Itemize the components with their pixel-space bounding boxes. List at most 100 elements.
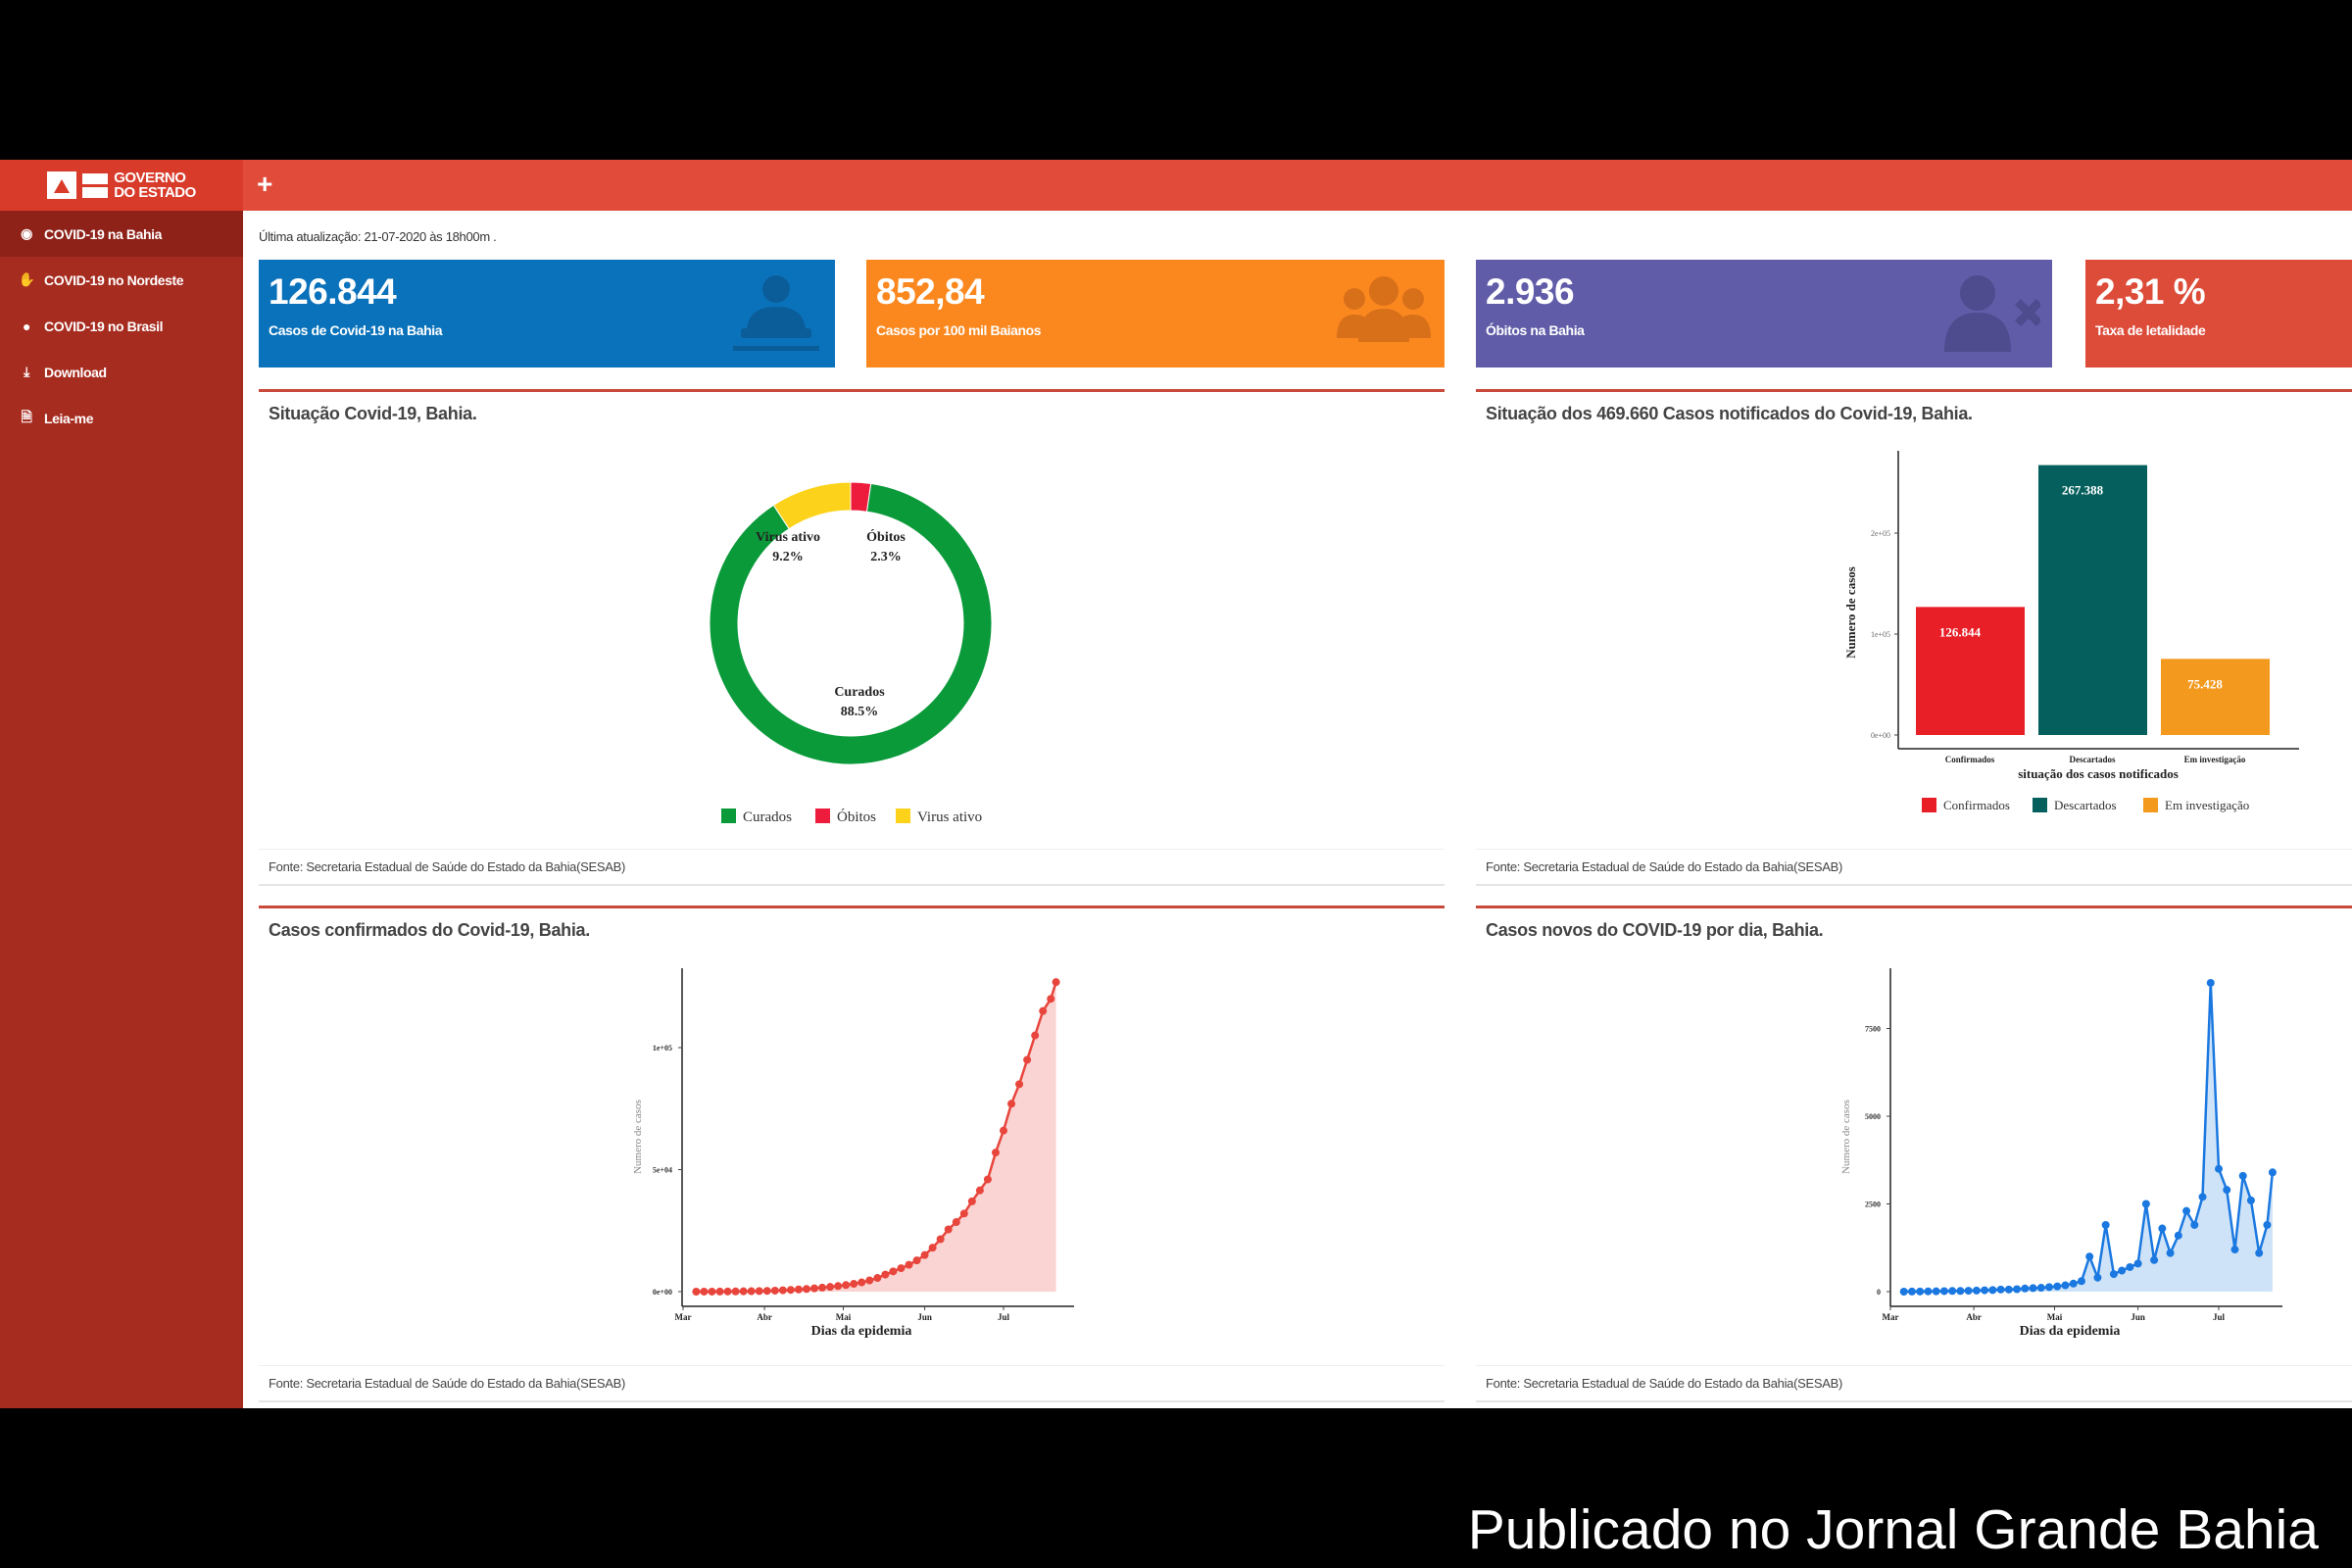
donut-slice-2 — [772, 481, 852, 530]
sidebar-item-leia-me[interactable]: 🗎 Leia-me — [0, 395, 243, 441]
data-point — [1964, 1287, 1973, 1296]
x-tick-label: Em investigação — [2184, 755, 2246, 764]
doctor-icon — [733, 275, 819, 351]
sidebar-item-covid-nordeste[interactable]: ✋ COVID-19 no Nordeste — [0, 257, 243, 303]
data-point — [818, 1283, 827, 1292]
x-tick-label: Abr — [1966, 1312, 1982, 1322]
data-point — [889, 1267, 898, 1276]
logo-emblem-icon — [47, 172, 77, 199]
data-point — [1939, 1287, 1948, 1296]
slice-percent-label: 2.3% — [870, 550, 902, 564]
x-tick-label: Jul — [998, 1312, 1010, 1322]
data-point — [2077, 1277, 2085, 1286]
legend-label: Óbitos — [837, 808, 876, 825]
data-point — [794, 1285, 803, 1294]
top-bar — [243, 160, 2352, 211]
y-tick-label: 7500 — [1865, 1025, 1881, 1034]
data-point — [2053, 1282, 2062, 1291]
data-point — [1956, 1287, 1965, 1296]
logo-line1: GOVERNO — [114, 170, 186, 186]
panel-notificados: Situação dos 469.660 Casos notificados d… — [1476, 389, 2352, 887]
data-point — [2021, 1284, 2030, 1293]
data-point — [1899, 1288, 1908, 1296]
data-point — [1039, 1006, 1048, 1015]
sidebar-toggle-button[interactable]: + — [257, 169, 273, 199]
hand-icon: ✋ — [18, 271, 35, 287]
bar-value-label: 267.388 — [2062, 483, 2104, 498]
data-point — [2101, 1220, 2110, 1229]
sidebar-item-covid-bahia[interactable]: ◉ COVID-19 na Bahia — [0, 211, 243, 257]
y-tick-label: 5000 — [1865, 1112, 1881, 1121]
cases-per-100k-card: 852,84 Casos por 100 mil Baianos — [866, 260, 1445, 368]
x-axis-label: situação dos casos notificados — [2018, 766, 2179, 781]
data-point — [826, 1283, 835, 1292]
sidebar-item-label: Leia-me — [44, 410, 94, 426]
data-point — [700, 1287, 709, 1296]
x-axis-label: Dias da epidemia — [811, 1324, 912, 1339]
x-tick-label: Mar — [1883, 1312, 1899, 1322]
data-point — [1052, 978, 1060, 987]
legend-swatch — [721, 808, 736, 823]
data-point — [967, 1197, 976, 1205]
bar-value-label: 126.844 — [1939, 624, 1982, 639]
data-point — [842, 1281, 851, 1290]
data-point — [2182, 1206, 2191, 1215]
data-point — [755, 1287, 763, 1296]
x-tick-label: Mai — [2047, 1312, 2063, 1322]
data-point — [723, 1287, 732, 1296]
y-tick-label: 1e+05 — [653, 1044, 672, 1053]
y-axis-label: Numero de casos — [632, 1100, 644, 1174]
bar-2 — [2161, 659, 2270, 735]
data-point — [1988, 1286, 1997, 1295]
data-point — [2150, 1255, 2159, 1264]
data-point — [2206, 978, 2215, 987]
data-point — [1000, 1126, 1007, 1135]
data-point — [952, 1218, 960, 1227]
panel-situacao: Situação Covid-19, Bahia. Fonte: Secreta… — [259, 389, 1445, 887]
data-point — [802, 1285, 810, 1294]
data-point — [2004, 1285, 2013, 1294]
data-point — [2174, 1231, 2182, 1240]
data-point — [928, 1244, 937, 1252]
y-tick-label: 0e+00 — [653, 1288, 672, 1297]
slice-name-label: Óbitos — [866, 528, 906, 545]
legend-label: Descartados — [2054, 798, 2117, 812]
data-point — [692, 1287, 701, 1296]
panel-confirmados: Casos confirmados do Covid-19, Bahia. Fo… — [259, 906, 1445, 1403]
logo[interactable]: GOVERNO DO ESTADO — [0, 160, 243, 211]
bar-0 — [1916, 607, 2025, 735]
card-value: 2.936 — [1486, 271, 1575, 312]
panel-novos: Casos novos do COVID-19 por dia, Bahia. … — [1476, 906, 2352, 1403]
data-point — [912, 1256, 921, 1265]
data-point — [1916, 1287, 1925, 1296]
sidebar-item-label: COVID-19 no Nordeste — [44, 271, 184, 288]
sidebar-item-label: Download — [44, 364, 107, 380]
data-point — [708, 1287, 716, 1296]
x-tick-label: Mai — [836, 1312, 852, 1322]
data-point — [2045, 1283, 2054, 1292]
legend-swatch — [1922, 798, 1936, 812]
legend-label: Confirmados — [1943, 798, 2010, 812]
card-value: 852,84 — [876, 271, 985, 312]
legend-label: Curados — [743, 809, 792, 825]
legend-label: Virus ativo — [917, 809, 982, 825]
data-point — [905, 1260, 913, 1269]
slice-name-label: Virus ativo — [756, 530, 820, 545]
sidebar-item-download[interactable]: ⤓ Download — [0, 349, 243, 395]
cumulative-cases-chart: 0e+00 5e+04 1e+05 Mar Abr Mai Jun Jul Dias da ep… — [632, 968, 1074, 1339]
data-point — [2069, 1279, 2078, 1288]
data-point — [2223, 1186, 2231, 1195]
y-tick-label: 1e+05 — [1871, 630, 1890, 639]
legend-swatch — [2033, 798, 2047, 812]
panel-title: Situação Covid-19, Bahia. — [269, 404, 477, 423]
users-icon — [1337, 276, 1431, 342]
y-tick-label: 2500 — [1865, 1200, 1881, 1209]
data-point — [2263, 1220, 2272, 1229]
sidebar-item-covid-brasil[interactable]: ● COVID-19 no Brasil — [0, 303, 243, 349]
legend-swatch — [815, 808, 830, 823]
data-point — [2029, 1284, 2037, 1293]
data-point — [1015, 1080, 1024, 1089]
area-fill — [1903, 982, 2273, 1292]
source-footer: Fonte: Secretaria Estadual de Saúde do E… — [1476, 1365, 2352, 1402]
y-axis-label: Numero de casos — [1843, 566, 1858, 659]
